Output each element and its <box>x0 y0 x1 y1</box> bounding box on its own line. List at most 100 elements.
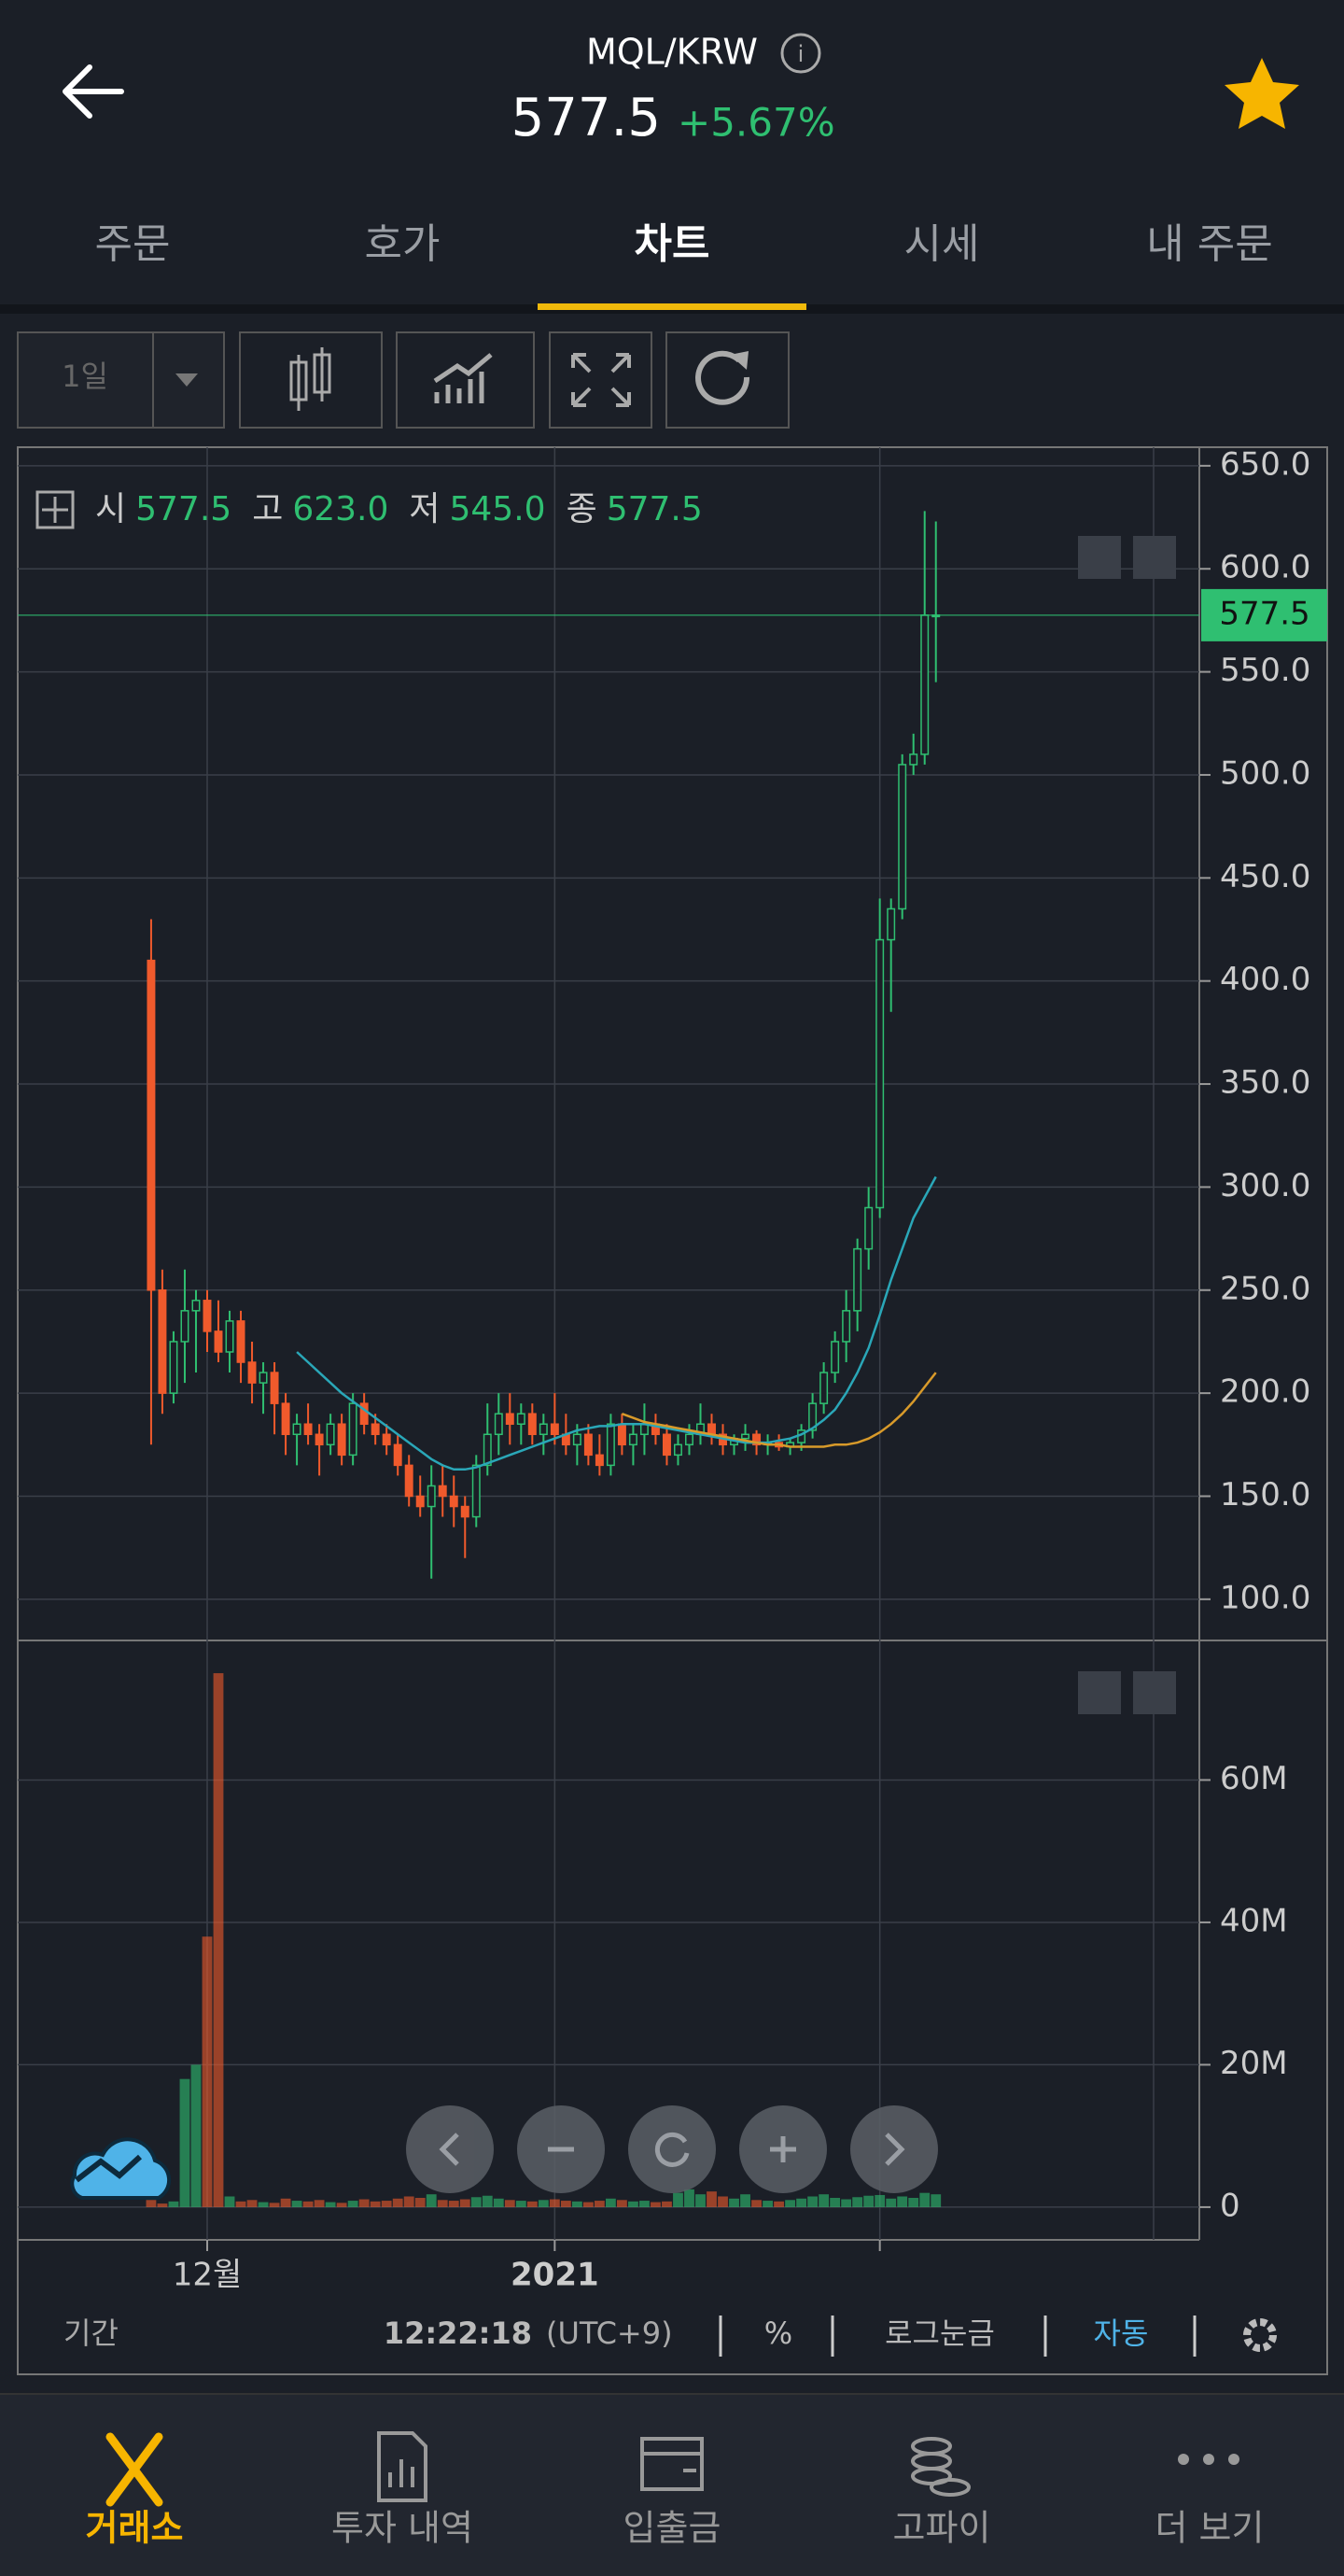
volume-bar <box>146 2200 157 2207</box>
back-button[interactable] <box>63 64 124 119</box>
y-tick-label: 100.0 <box>1220 1579 1310 1616</box>
volume-bar <box>168 2201 179 2207</box>
tab[interactable]: 호가 <box>365 220 441 268</box>
y-tick-label: 250.0 <box>1220 1270 1310 1307</box>
wallet-icon <box>640 2437 704 2491</box>
control-icons <box>439 2132 905 2167</box>
percent-toggle[interactable]: % <box>764 2316 792 2351</box>
nav-item[interactable]: 더 보기 <box>1155 2508 1265 2549</box>
candle-body <box>281 1402 290 1436</box>
volume-bar <box>347 2201 358 2207</box>
scale-fit[interactable] <box>1133 536 1176 579</box>
candle-body <box>752 1433 762 1446</box>
volume-bar <box>729 2198 739 2207</box>
candle-body <box>449 1495 458 1508</box>
crosshair-toggle[interactable] <box>35 490 75 529</box>
volume-bar <box>718 2196 728 2207</box>
volume-bar <box>617 2200 627 2207</box>
tab[interactable]: 내 주문 <box>1146 220 1272 268</box>
info-label: 종 <box>567 490 597 528</box>
fullscreen-icon <box>571 353 631 407</box>
fullscreen-button[interactable] <box>549 331 652 429</box>
volume-bar <box>358 2199 370 2207</box>
volume-bar <box>526 2201 538 2207</box>
volume-bar <box>662 2201 672 2207</box>
volume-bar <box>325 2202 336 2207</box>
candle-body <box>438 1485 447 1498</box>
volume-bar <box>908 2198 919 2207</box>
y-tick-label: 500.0 <box>1220 754 1310 792</box>
volume-scale-up[interactable] <box>1078 1671 1121 1714</box>
tab-indicator <box>538 303 806 310</box>
settings[interactable] <box>1243 2318 1277 2352</box>
price: 577.5 <box>511 88 661 148</box>
plus <box>42 497 68 523</box>
indicator-button[interactable] <box>396 331 535 429</box>
volume-scale-fit[interactable] <box>1133 1671 1176 1714</box>
volume-tick-label: 40M <box>1220 1902 1288 1939</box>
nav-item[interactable]: 고파이 <box>893 2508 991 2549</box>
volume-bar <box>336 2203 347 2207</box>
volume-bar <box>707 2191 717 2207</box>
volume-bar <box>482 2195 493 2207</box>
interval: 1일 <box>62 359 108 394</box>
candle-icon <box>289 347 331 411</box>
volume-bar <box>291 2201 302 2207</box>
info-value: 577.5 <box>135 490 231 528</box>
candle-body <box>236 1320 245 1363</box>
volume-tick-label: 20M <box>1220 2045 1288 2082</box>
info-icon[interactable] <box>780 33 821 74</box>
candle-body <box>494 1413 503 1436</box>
volume-bar <box>370 2201 381 2207</box>
volume-bar <box>807 2196 819 2207</box>
nav-item[interactable]: 입출금 <box>623 2508 721 2549</box>
candle-body <box>864 1206 874 1250</box>
volume-bar <box>796 2198 807 2207</box>
candle-body <box>247 1361 257 1384</box>
tab[interactable]: 차트 <box>635 220 710 268</box>
volume-bar <box>875 2194 886 2207</box>
info-label: 저 <box>409 490 440 528</box>
tab[interactable]: 주문 <box>95 220 171 268</box>
volume-bar <box>919 2192 931 2207</box>
candle-body <box>628 1433 637 1446</box>
tradingview-logo <box>70 2137 172 2200</box>
y-tick-label: 350.0 <box>1220 1064 1310 1102</box>
nav-item[interactable]: 거래소 <box>86 2508 184 2549</box>
candle-body <box>393 1443 402 1467</box>
moving-average <box>621 1372 937 1448</box>
volume-bar <box>190 2064 202 2207</box>
auto-toggle[interactable]: 자동 <box>1094 2316 1149 2351</box>
candle-body <box>685 1433 693 1446</box>
candle-body <box>909 753 918 766</box>
tab[interactable]: 시세 <box>904 220 980 268</box>
logo-line <box>75 2154 143 2183</box>
refresh-button[interactable] <box>665 331 790 429</box>
scroll-left[interactable] <box>406 2105 494 2193</box>
volume-bar <box>504 2200 515 2207</box>
volume-bar <box>493 2198 504 2207</box>
candle-body <box>819 1372 829 1404</box>
nav-item[interactable]: 투자 내역 <box>331 2508 473 2549</box>
interval-select[interactable] <box>17 331 225 429</box>
volume-bar <box>392 2198 403 2207</box>
volume-bar <box>549 2199 560 2207</box>
volume-bar <box>246 2200 258 2207</box>
candle-body <box>539 1423 548 1436</box>
candle-body <box>404 1464 413 1498</box>
favorite-star[interactable] <box>1225 58 1299 129</box>
time: 12:22:18 <box>384 2316 532 2351</box>
candle-body <box>382 1433 391 1446</box>
scale-down[interactable] <box>1078 536 1121 579</box>
zoom-controls <box>406 2105 938 2193</box>
y-tick-label: 550.0 <box>1220 652 1310 689</box>
candle-body <box>842 1310 851 1343</box>
volume-bar <box>459 2199 470 2207</box>
candle-type-button[interactable] <box>239 331 383 429</box>
reset[interactable] <box>628 2105 716 2193</box>
scroll-right[interactable] <box>850 2105 938 2193</box>
candle-body <box>427 1485 436 1508</box>
log-toggle[interactable]: 로그눈금 <box>885 2316 995 2351</box>
volume-bar <box>639 2201 650 2207</box>
volume-bar <box>560 2201 571 2207</box>
